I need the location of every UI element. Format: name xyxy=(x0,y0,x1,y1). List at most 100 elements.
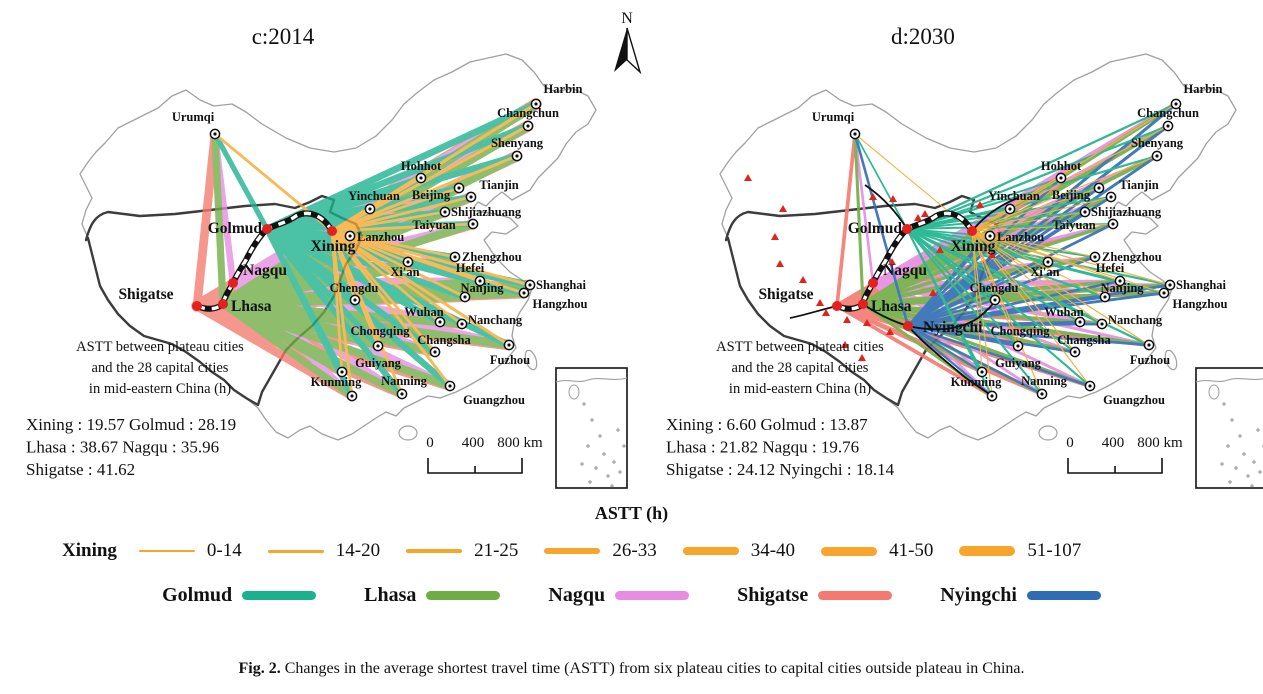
legend-origin-label: Nyingchi xyxy=(940,584,1017,606)
legend-origin-item-shigatse: Shigatse xyxy=(737,584,893,607)
new-railway-line xyxy=(862,299,997,331)
legend-class-label: 51-107 xyxy=(1027,540,1082,561)
capital-city-marker-dot xyxy=(988,234,992,238)
capital-city-marker-dot xyxy=(406,260,410,264)
capital-city-label: Tianjin xyxy=(479,178,518,192)
astt-line-xining-chengdu xyxy=(971,230,996,301)
legend-width-classes: Xining 0-14 14-20 21-25 26-33 34-40 41-50 51-1… xyxy=(62,540,1263,562)
astt-note-line: ASTT between plateau cities xyxy=(76,339,244,355)
astt-line-xining-changchun xyxy=(971,125,1169,232)
astt-line-xining-guiyang xyxy=(971,230,983,373)
astt-line-nyingchi-changsha xyxy=(906,324,1077,354)
legend-class-line xyxy=(138,550,195,552)
capital-city-marker-dot xyxy=(433,350,437,354)
astt-line-golmud-nanning xyxy=(905,227,1044,396)
north-arrow-label: N xyxy=(621,10,633,27)
astt-stats-line: Lhasa : 38.67 Nagqu : 35.96 xyxy=(26,438,219,457)
capital-city-label: Tianjin xyxy=(1119,178,1158,192)
legend-origin-label: Lhasa xyxy=(364,584,417,606)
capital-city-marker-dot xyxy=(1078,320,1082,324)
astt-line-nyingchi-xian xyxy=(906,260,1050,328)
scalebar-label-0: 0 xyxy=(426,435,434,451)
capital-city-label: Urumqi xyxy=(812,110,855,124)
legend-class-label: 0-14 xyxy=(206,540,242,561)
astt-line-xining-hangzhou xyxy=(330,229,526,295)
capital-city-label: Changchun xyxy=(1137,106,1199,120)
astt-note-line: in mid-eastern China (h) xyxy=(729,381,871,397)
new-airport-icon xyxy=(929,289,937,296)
legend-class-label: 41-50 xyxy=(889,540,934,561)
legend-class-label: 14-20 xyxy=(335,540,381,561)
plateau-city-label: Xining xyxy=(951,238,996,255)
new-railway-line xyxy=(907,325,993,397)
capital-city-marker-dot xyxy=(1073,350,1077,354)
astt-line-lhasa-guangzhou xyxy=(219,300,454,390)
capital-city-label: Harbin xyxy=(1184,82,1223,96)
legend-class-item-26-33: 26-33 xyxy=(544,540,657,562)
legend-class-label: 26-33 xyxy=(612,540,657,561)
capital-city-label: Nanchang xyxy=(468,313,523,327)
capital-city-label: Kunming xyxy=(311,375,362,389)
capital-city-marker-dot xyxy=(515,154,519,158)
plateau-city-marker xyxy=(228,278,238,288)
capital-city-label: Xi'an xyxy=(1030,265,1059,279)
inset-island-dot xyxy=(612,460,616,464)
legend-origin-item-nyingchi: Nyingchi xyxy=(940,584,1101,607)
astt-line-xining-beijing xyxy=(971,187,1100,232)
capital-city-label: Shijiazhuang xyxy=(451,205,522,219)
capital-city-label: Zhengzhou xyxy=(462,250,522,264)
legend-class-line xyxy=(406,548,463,554)
inset-island-dot xyxy=(580,462,584,466)
capital-city-label: Shenyang xyxy=(1131,136,1184,150)
capital-city-marker-dot xyxy=(990,394,994,398)
scalebar-label-800: 800 km xyxy=(1137,435,1183,451)
capital-city-marker-dot xyxy=(1174,102,1178,106)
legend-class-item-51-107: 51-107 xyxy=(959,540,1081,562)
plateau-city-marker xyxy=(832,301,842,311)
capital-city-marker-dot xyxy=(400,392,404,396)
plateau-city-marker xyxy=(218,299,228,309)
astt-line-golmud-urumqi xyxy=(212,131,270,232)
plateau-city-label: Nyingchi xyxy=(923,319,983,336)
sea-inset xyxy=(1195,367,1263,489)
astt-note-line: in mid-eastern China (h) xyxy=(89,381,231,397)
astt-line-xining-shijiazhuang xyxy=(971,211,1086,232)
capital-city-marker-dot xyxy=(522,291,526,295)
legend-class-item-21-25: 21-25 xyxy=(406,540,518,562)
new-airport-icon xyxy=(843,316,851,323)
legend-class-label: 34-40 xyxy=(750,540,796,561)
astt-line-xining-yinchuan xyxy=(330,207,372,233)
taiwan-island xyxy=(524,349,538,371)
inset-island-dot xyxy=(622,444,626,448)
new-airport-icon xyxy=(976,201,984,208)
legend-origin-label: Nagqu xyxy=(548,584,606,606)
capital-city-marker-dot xyxy=(1147,343,1151,347)
astt-line-nyingchi-hangzhou xyxy=(906,291,1166,328)
astt-line-nyingchi-shijiazhuang xyxy=(906,210,1087,328)
capital-city-marker-dot xyxy=(1111,222,1115,226)
astt-line-xining-taiyuan xyxy=(330,222,475,233)
astt-line-nyingchi-guiyang xyxy=(906,324,984,374)
legend-class-line xyxy=(544,548,601,554)
astt-line-xining-shijiazhuang xyxy=(330,210,447,233)
capital-city-label: Lanzhou xyxy=(357,230,404,244)
capital-city-label: Wuhan xyxy=(1044,305,1083,319)
plateau-city-marker xyxy=(192,301,202,311)
inset-island-dot xyxy=(588,480,592,484)
capital-city-marker-dot xyxy=(528,283,532,287)
north-arrow-left xyxy=(614,28,627,72)
capital-city-marker-dot xyxy=(471,222,475,226)
capital-city-label: Beijing xyxy=(412,188,451,202)
new-airport-icon xyxy=(841,341,849,348)
new-airport-icon xyxy=(863,319,871,326)
plateau-city-marker xyxy=(868,278,878,288)
astt-line-nyingchi-urumqi xyxy=(853,132,910,328)
hainan-island xyxy=(398,425,418,441)
plateau-city-label: Shigatse xyxy=(118,286,173,303)
capital-city-marker-dot xyxy=(350,394,354,398)
plateau-city-label: Shigatse xyxy=(758,286,813,303)
astt-line-golmud-beijing xyxy=(906,187,1100,230)
capital-city-label: Urumqi xyxy=(172,110,215,124)
astt-note-line: ASTT between plateau cities xyxy=(716,339,884,355)
